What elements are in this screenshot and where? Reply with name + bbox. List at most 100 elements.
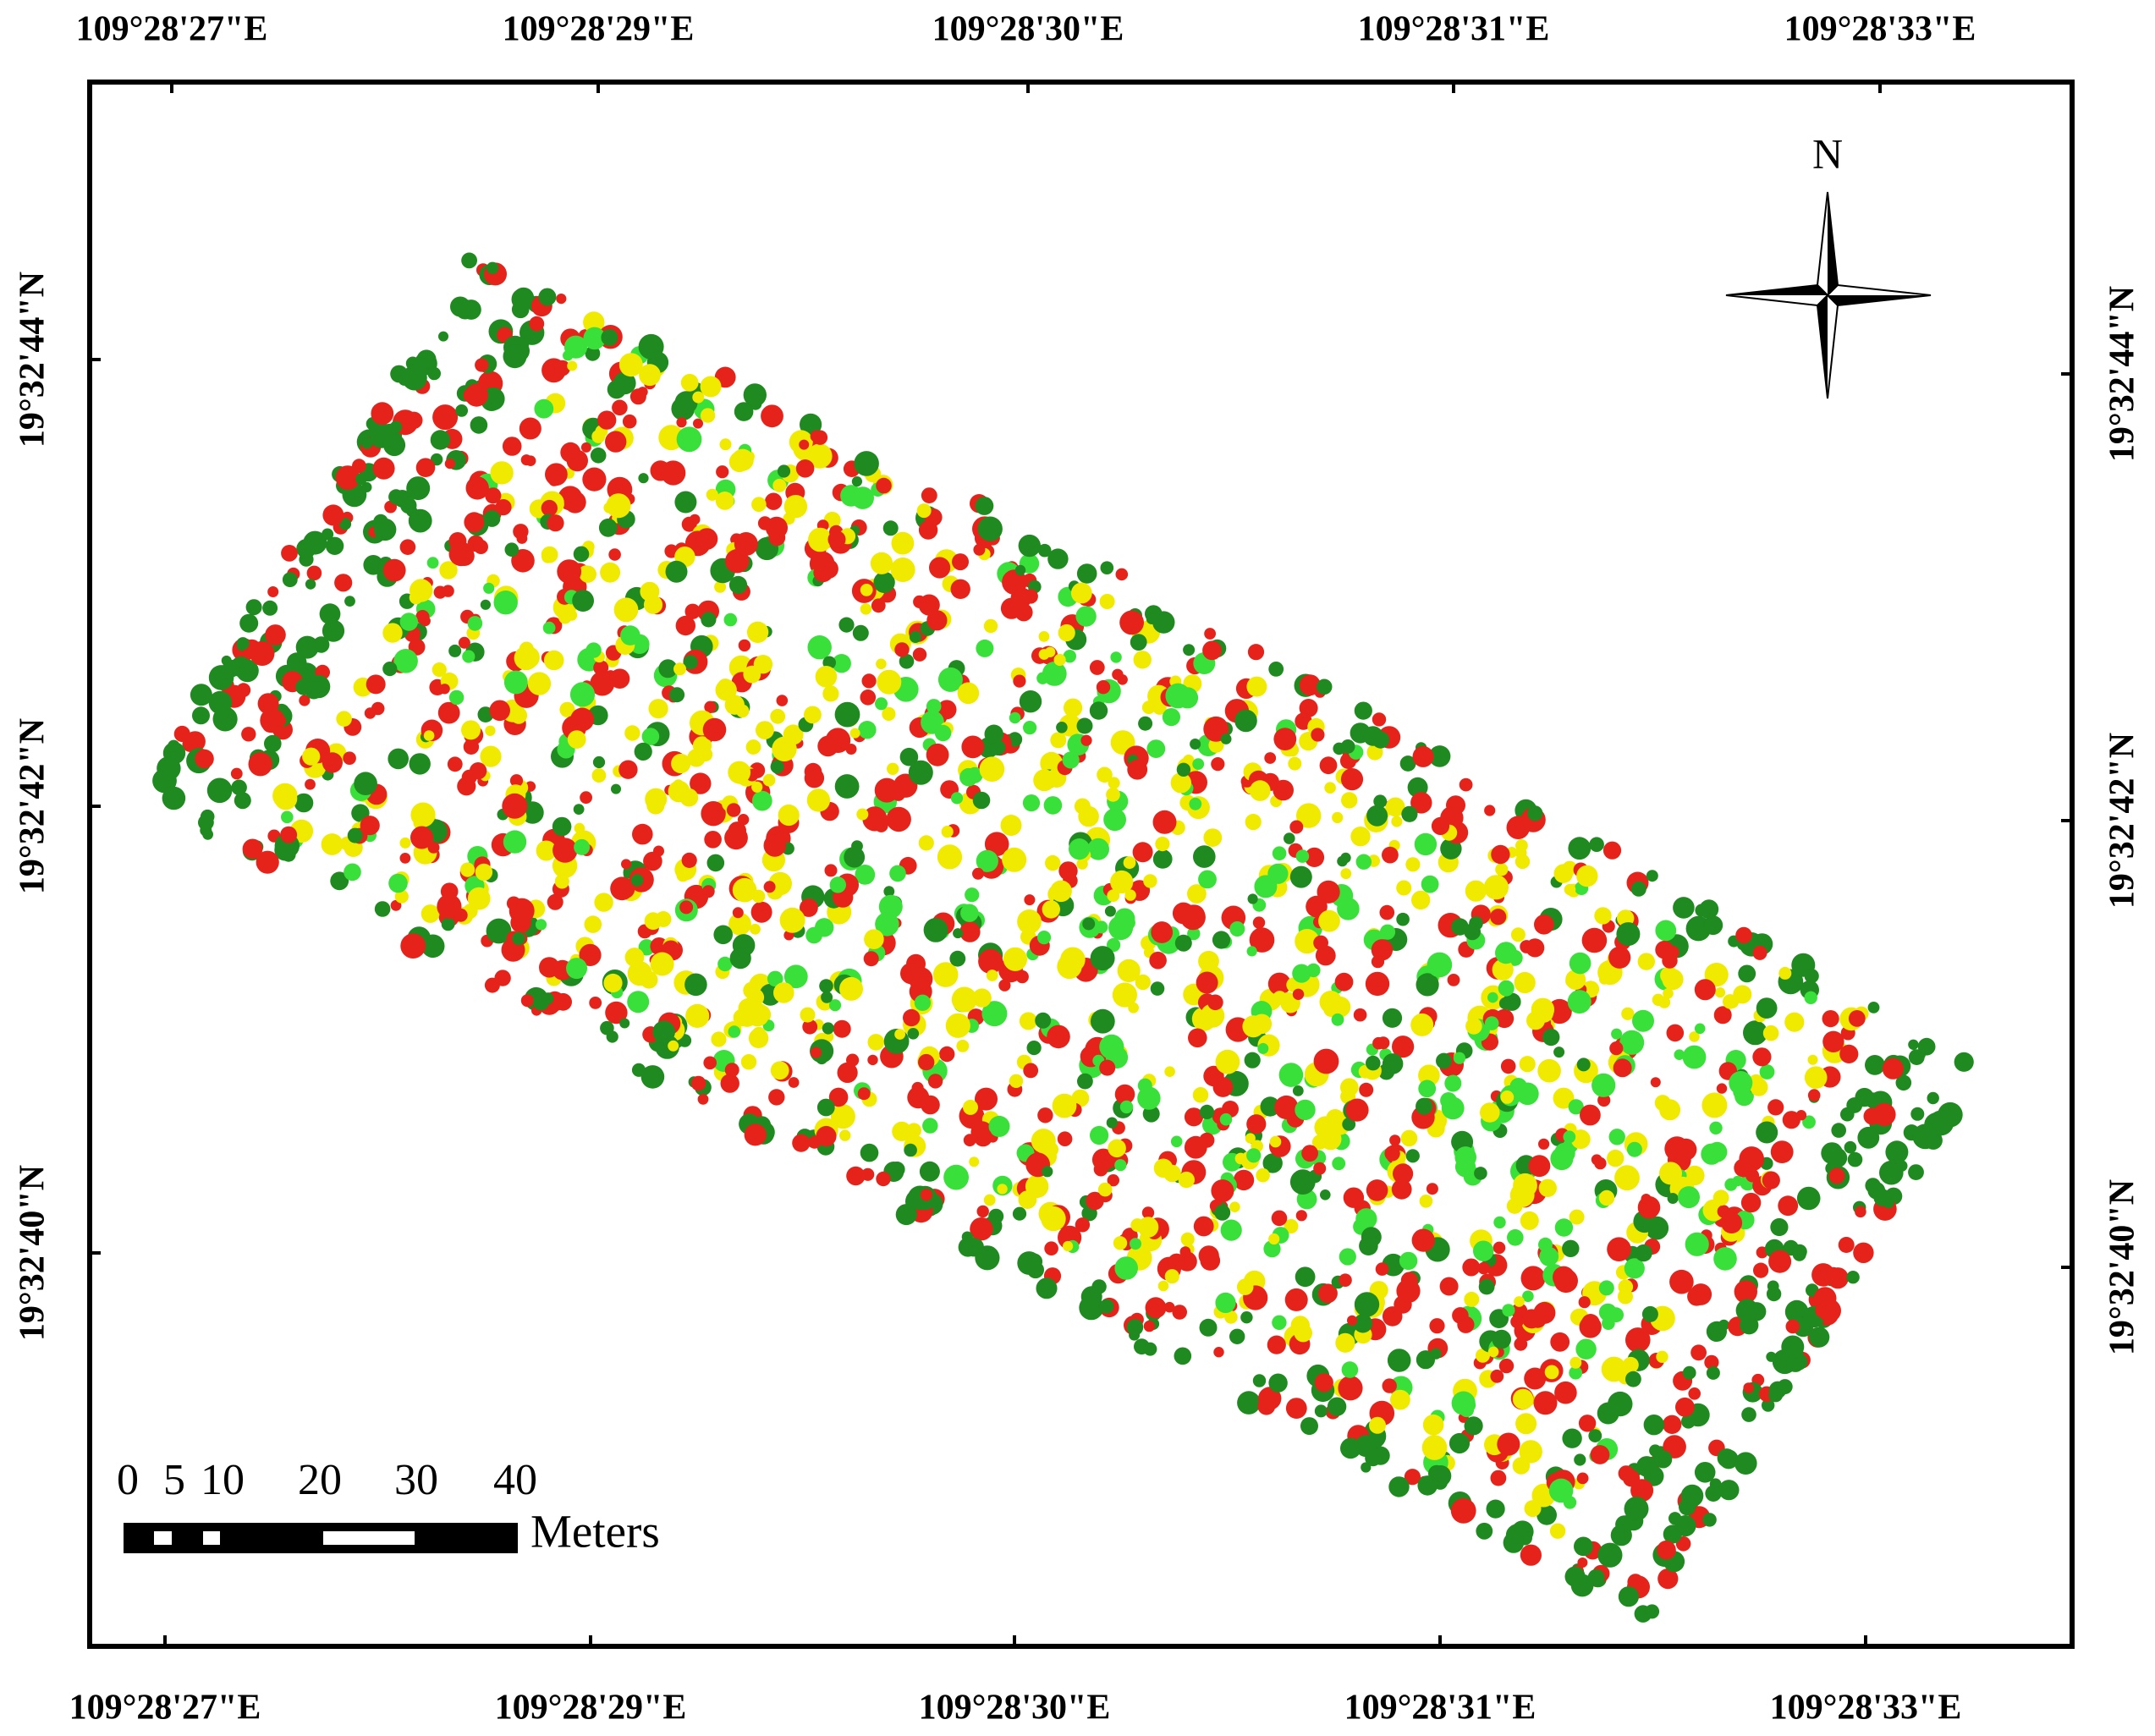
- vegetation-patch: [1106, 787, 1120, 802]
- vegetation-patch: [343, 751, 356, 765]
- vegetation-patch: [738, 639, 751, 652]
- vegetation-patch: [669, 687, 685, 703]
- top-label: 109°28'29"E: [503, 10, 695, 49]
- vegetation-patch: [1795, 1110, 1807, 1121]
- vegetation-patch: [1580, 1104, 1601, 1126]
- vegetation-patch: [1045, 646, 1056, 657]
- vegetation-patch: [1289, 865, 1312, 888]
- vegetation-patch: [751, 781, 763, 793]
- scale-bar-body: [124, 1523, 518, 1553]
- vegetation-patch: [1929, 1114, 1941, 1127]
- vegetation-patch: [168, 739, 180, 752]
- vegetation-patch: [545, 463, 568, 486]
- vegetation-patch: [1331, 1013, 1344, 1026]
- vegetation-patch: [444, 459, 455, 470]
- vegetation-patch: [467, 887, 491, 910]
- vegetation-patch: [1607, 1149, 1624, 1167]
- vegetation-patch: [1382, 1008, 1403, 1028]
- vegetation-patch: [1404, 1469, 1421, 1486]
- vegetation-patch: [1353, 1008, 1367, 1022]
- vegetation-patch: [998, 979, 1011, 992]
- vegetation-patch: [627, 991, 650, 1014]
- vegetation-patch: [1592, 1073, 1616, 1097]
- vegetation-patch: [1184, 1107, 1204, 1127]
- vegetation-patch: [1520, 1211, 1539, 1230]
- vegetation-patch: [977, 516, 1003, 541]
- vegetation-patch: [257, 693, 279, 715]
- vegetation-patch: [906, 1123, 921, 1138]
- vegetation-patch: [335, 465, 360, 490]
- vegetation-patch: [1043, 796, 1063, 815]
- vegetation-patch: [1114, 1256, 1138, 1280]
- vegetation-patch: [1597, 1402, 1619, 1425]
- vegetation-patch: [808, 527, 833, 552]
- vegetation-patch: [1382, 1306, 1403, 1327]
- vegetation-patch: [1246, 946, 1257, 957]
- vegetation-patch: [1666, 1024, 1685, 1042]
- vegetation-patch: [717, 956, 733, 972]
- vegetation-patch: [1110, 870, 1134, 894]
- vegetation-patch: [1099, 1059, 1116, 1076]
- vegetation-patch: [1017, 909, 1042, 934]
- vegetation-patch: [410, 802, 436, 827]
- vegetation-patch: [1659, 1099, 1681, 1121]
- vegetation-patch: [751, 1026, 767, 1041]
- vegetation-patch: [281, 545, 298, 562]
- vegetation-patch: [1172, 1305, 1187, 1320]
- vegetation-patch: [746, 988, 765, 1007]
- vegetation-patch: [1342, 1118, 1356, 1131]
- vegetation-patch: [674, 391, 698, 415]
- vegetation-patch: [1411, 1228, 1435, 1252]
- vegetation-patch: [864, 929, 884, 949]
- vegetation-patch: [763, 834, 787, 857]
- vegetation-patch: [567, 730, 586, 749]
- vegetation-patch: [1766, 1351, 1777, 1362]
- vegetation-patch: [1681, 1414, 1696, 1429]
- vegetation-patch: [1038, 1280, 1055, 1296]
- vegetation-patch: [819, 979, 833, 993]
- vegetation-patch: [867, 1034, 885, 1051]
- vegetation-patch: [1570, 1356, 1582, 1369]
- vegetation-patch: [200, 809, 215, 824]
- vegetation-patch: [711, 1031, 727, 1047]
- vegetation-patch: [1152, 849, 1173, 869]
- vegetation-patch: [1747, 1302, 1767, 1321]
- vegetation-patch: [1009, 1074, 1024, 1089]
- vegetation-patch: [442, 585, 454, 597]
- vegetation-patch: [1666, 970, 1683, 987]
- vegetation-patch: [728, 451, 750, 473]
- vegetation-patch: [1114, 1084, 1135, 1105]
- scale-label: 20: [298, 1456, 342, 1504]
- vegetation-patch: [1099, 1299, 1114, 1314]
- vegetation-patch: [573, 546, 590, 563]
- vegetation-patch: [1908, 1164, 1924, 1180]
- vegetation-patch: [1429, 1318, 1445, 1334]
- vegetation-patch: [1095, 920, 1108, 934]
- vegetation-patch: [1847, 1151, 1863, 1167]
- vegetation-patch: [1865, 1055, 1885, 1075]
- vegetation-patch: [1718, 1319, 1729, 1331]
- vegetation-patch: [1295, 1266, 1316, 1288]
- vegetation-patch: [1162, 708, 1180, 727]
- vegetation-patch: [1240, 1311, 1253, 1324]
- vegetation-patch: [981, 1001, 1008, 1027]
- vegetation-patch: [867, 1054, 878, 1066]
- vegetation-patch: [1000, 815, 1022, 836]
- vegetation-patch: [1056, 722, 1068, 733]
- vegetation-patch: [1848, 1010, 1866, 1027]
- vegetation-patch: [975, 497, 994, 515]
- vegetation-patch: [504, 542, 520, 557]
- vegetation-patch: [1023, 1063, 1039, 1079]
- vegetation-patch: [918, 1053, 935, 1071]
- vegetation-patch: [858, 721, 877, 739]
- vegetation-patch: [1589, 837, 1604, 852]
- vegetation-patch: [1220, 733, 1232, 744]
- vegetation-patch: [1669, 1269, 1694, 1294]
- vegetation-patch: [834, 774, 860, 799]
- vegetation-patch: [975, 1087, 998, 1111]
- vegetation-patch: [1750, 1078, 1768, 1096]
- vegetation-patch: [1713, 1006, 1732, 1025]
- vegetation-patch: [1565, 970, 1586, 990]
- vegetation-patch: [1663, 988, 1674, 999]
- vegetation-patch: [1157, 1280, 1169, 1292]
